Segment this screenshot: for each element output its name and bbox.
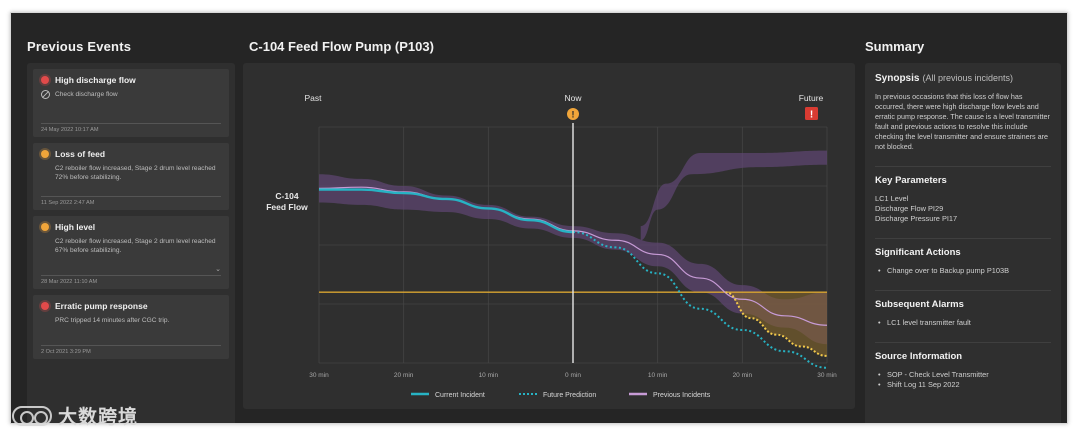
app-frame: Previous Events High discharge flow Chec… [10,12,1068,424]
x-tick-label: 30 min [817,372,837,379]
legend-item-current-incident[interactable]: Current Incident [411,392,485,399]
subsequent-alarms-heading: Subsequent Alarms [875,290,1051,310]
event-description: C2 reboiler flow increased, Stage 2 drum… [55,238,216,254]
future-alarm-icon[interactable]: ! [805,107,818,121]
source-information-heading: Source Information [875,342,1051,362]
subsequent-alarms-list: LC1 level transmitter fault [875,318,1051,328]
event-card-high-level[interactable]: High level C2 reboiler flow increased, S… [33,216,229,289]
chart-legend: Current Incident Future Prediction Previ… [411,392,711,399]
alarm-red-icon [41,76,49,84]
svg-text:!: ! [572,110,575,120]
event-description: PRC tripped 14 minutes after CGC trip. [55,317,170,324]
event-title: Erratic pump response [55,301,148,311]
key-parameter-item[interactable]: LC1 Level [875,194,909,203]
event-card-high-discharge-flow[interactable]: High discharge flow Check discharge flow… [33,69,229,137]
x-tick-label: 20 min [733,372,753,379]
previous-events-title: Previous Events [27,39,132,54]
x-tick-label: 30 min [309,372,329,379]
event-title: Loss of feed [55,149,106,159]
alarm-orange-icon [41,223,49,231]
event-title: High level [55,222,96,232]
feed-flow-chart: Past Now Future ! ! C-104 Feed Flow 30 m… [266,93,837,399]
key-parameter-item[interactable]: Discharge Pressure PI17 [875,214,958,223]
previous-incidents-band [319,174,827,345]
event-description: C2 reboiler flow increased, Stage 2 drum… [55,165,216,181]
significant-actions-list: Change over to Backup pump P103B [875,266,1051,276]
alarm-red-icon [41,302,49,310]
watermark: 大数跨境 [12,402,138,429]
summary-title: Summary [865,39,925,54]
event-card-loss-of-feed[interactable]: Loss of feed C2 reboiler flow increased,… [33,143,229,210]
x-axis-ticks: 30 min 20 min 10 min 0 min 10 min 20 min 30 mi… [309,372,837,379]
watermark-text: 大数跨境 [58,407,139,428]
x-tick-label: 10 min [479,372,499,379]
series-future-prediction [572,231,828,369]
synopsis-scope: (All previous incidents) [922,73,1014,83]
no-entry-icon [41,90,50,99]
event-card-erratic-pump-response[interactable]: Erratic pump response PRC tripped 14 min… [33,295,229,359]
event-title: High discharge flow [55,75,136,85]
previous-events-header: Previous Events [27,39,235,54]
predicted-deficit-edge [725,291,828,357]
event-date: 28 Mar 2022 11:10 AM [41,275,221,285]
series-current-incident [319,188,574,234]
chevron-down-icon[interactable]: ⌄ [215,266,221,273]
synopsis-heading: Synopsis (All previous incidents) [875,73,1051,84]
alarm-orange-icon [41,150,49,158]
now-warning-icon[interactable]: ! [567,108,579,120]
y-axis-label-line2: Feed Flow [266,202,308,212]
x-tick-label: 20 min [394,372,414,379]
significant-actions-heading: Significant Actions [875,238,1051,258]
previous-events-panel: High discharge flow Check discharge flow… [27,63,235,423]
source-information-list: SOP - Check Level Transmitter Shift Log … [875,370,1051,390]
synopsis-label: Synopsis [875,73,920,84]
chart-page-title: C-104 Feed Flow Pump (P103) [249,39,434,54]
key-parameters-heading: Key Parameters [875,166,1051,186]
event-date: 11 Sep 2022 2:47 AM [41,196,221,206]
x-tick-label: 0 min [565,372,581,379]
event-date: 24 May 2022 10:17 AM [41,123,221,133]
svg-text:!: ! [810,110,813,121]
summary-panel: Synopsis (All previous incidents) In prev… [865,63,1061,423]
y-axis-label-line1: C-104 [275,191,298,201]
future-label: Future [799,93,824,103]
predicted-deficit-area [708,292,827,356]
feed-flow-chart-panel: Past Now Future ! ! C-104 Feed Flow 30 m… [243,63,855,409]
now-label: Now [564,93,582,103]
action-item: Change over to Backup pump P103B [875,266,1051,276]
synopsis-text: In previous occasions that this loss of … [875,92,1050,151]
event-description: Check discharge flow [55,91,118,98]
source-item[interactable]: SOP - Check Level Transmitter [875,370,1051,380]
source-item[interactable]: Shift Log 11 Sep 2022 [875,380,1051,390]
legend-label-prediction: Future Prediction [543,392,596,399]
event-date: 2 Oct 2021 3:29 PM [41,345,221,355]
legend-item-future-prediction[interactable]: Future Prediction [519,392,596,399]
past-label: Past [304,93,322,103]
legend-label-previous: Previous Incidents [653,392,711,399]
x-tick-label: 10 min [648,372,668,379]
previous-incidents-branch-band [640,150,827,241]
key-parameter-item[interactable]: Discharge Flow PI29 [875,204,944,213]
alarm-item: LC1 level transmitter fault [875,318,1051,328]
key-parameters-list: LC1 Level Discharge Flow PI29 Discharge … [875,194,1051,224]
watermark-logo-icon [12,405,52,426]
legend-item-previous-incidents[interactable]: Previous Incidents [629,392,711,399]
legend-label-current: Current Incident [435,392,485,399]
